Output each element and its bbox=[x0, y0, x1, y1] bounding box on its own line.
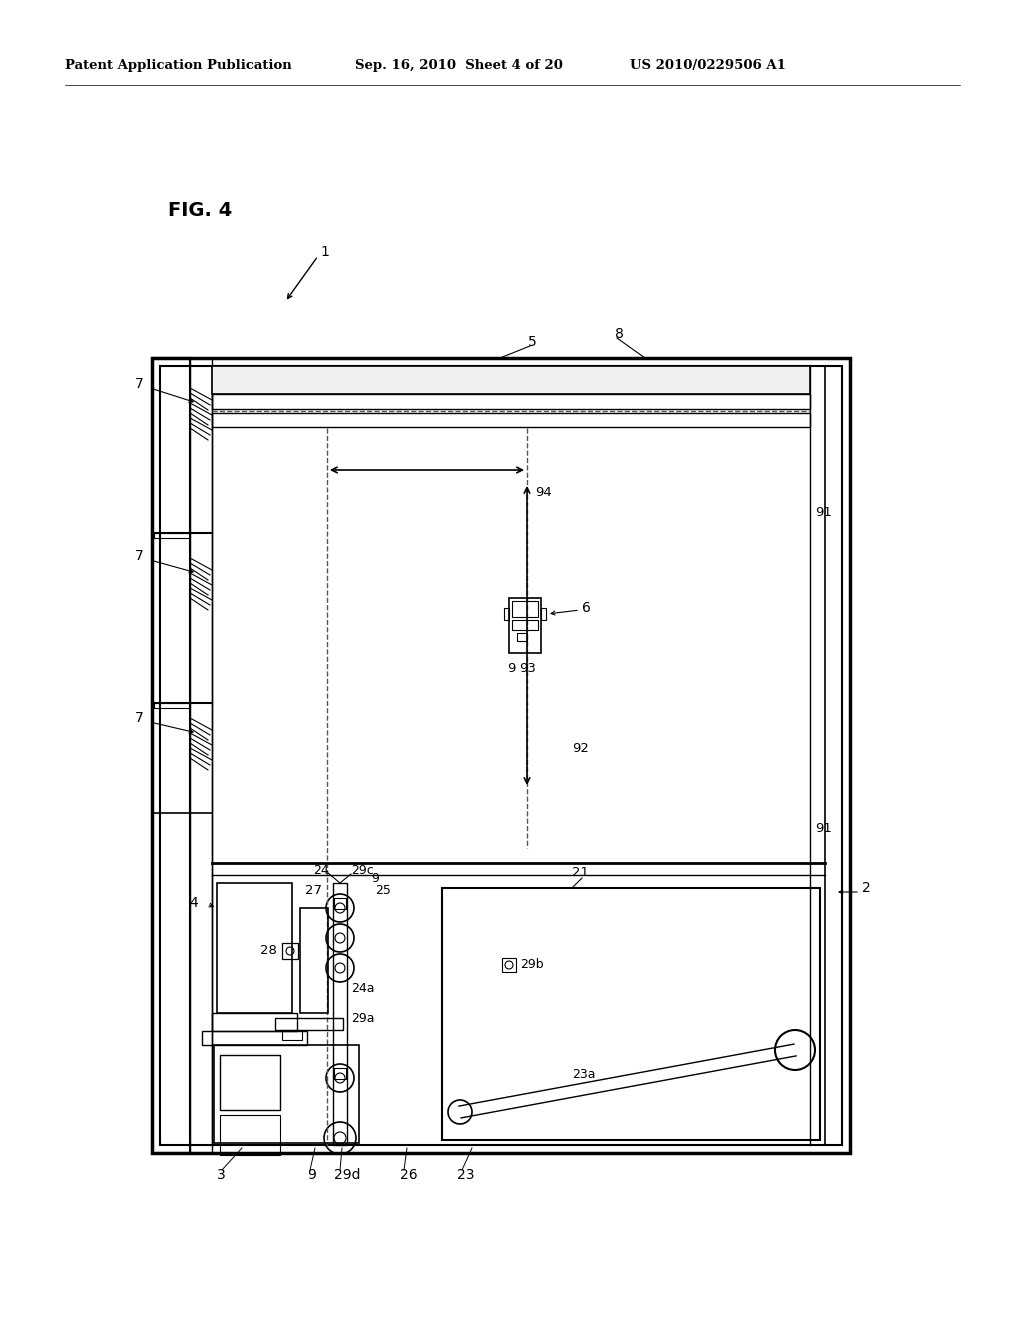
Text: 9: 9 bbox=[371, 871, 379, 884]
Bar bbox=[212, 413, 810, 426]
Bar bbox=[512, 601, 538, 616]
Text: 28: 28 bbox=[260, 945, 276, 957]
Text: Sep. 16, 2010  Sheet 4 of 20: Sep. 16, 2010 Sheet 4 of 20 bbox=[355, 58, 563, 71]
Bar bbox=[502, 958, 516, 972]
Bar bbox=[217, 883, 292, 1012]
Bar bbox=[212, 393, 810, 409]
Bar bbox=[154, 533, 190, 539]
Bar bbox=[541, 609, 546, 620]
Bar bbox=[160, 366, 842, 1144]
Text: 25: 25 bbox=[375, 884, 391, 898]
Bar bbox=[504, 609, 509, 620]
Bar bbox=[152, 358, 190, 1152]
Bar bbox=[214, 1045, 359, 1143]
Text: 2: 2 bbox=[862, 880, 870, 895]
Bar bbox=[190, 358, 212, 1152]
Text: 1: 1 bbox=[319, 246, 329, 259]
Bar bbox=[212, 1012, 297, 1031]
Bar bbox=[334, 898, 346, 909]
Text: 9: 9 bbox=[507, 661, 515, 675]
Bar bbox=[275, 1018, 343, 1030]
Text: FIG. 4: FIG. 4 bbox=[168, 201, 232, 219]
Bar bbox=[282, 942, 298, 960]
Text: 29d: 29d bbox=[334, 1168, 360, 1181]
Text: 21: 21 bbox=[572, 866, 589, 879]
Text: Patent Application Publication: Patent Application Publication bbox=[65, 58, 292, 71]
Bar bbox=[509, 598, 541, 653]
Text: 91: 91 bbox=[815, 821, 831, 834]
Text: 29a: 29a bbox=[351, 1011, 375, 1024]
Bar bbox=[202, 1031, 307, 1045]
Text: 9: 9 bbox=[307, 1168, 315, 1181]
Text: 23: 23 bbox=[457, 1168, 474, 1181]
Text: 7: 7 bbox=[135, 711, 143, 725]
Bar bbox=[212, 366, 810, 393]
Text: 92: 92 bbox=[572, 742, 589, 755]
Bar bbox=[154, 704, 190, 708]
Bar bbox=[333, 883, 347, 1144]
Text: 8: 8 bbox=[615, 327, 624, 341]
Bar bbox=[300, 908, 328, 1012]
Text: 29b: 29b bbox=[520, 958, 544, 972]
Text: 24a: 24a bbox=[351, 982, 375, 994]
Text: 27: 27 bbox=[305, 884, 322, 898]
Bar bbox=[517, 634, 527, 642]
Text: 7: 7 bbox=[135, 378, 143, 391]
Text: 4: 4 bbox=[189, 896, 198, 909]
Bar bbox=[152, 358, 850, 1152]
Text: 5: 5 bbox=[528, 335, 537, 348]
Bar bbox=[512, 620, 538, 630]
Text: 6: 6 bbox=[582, 601, 591, 615]
Text: 91: 91 bbox=[815, 507, 831, 520]
Text: US 2010/0229506 A1: US 2010/0229506 A1 bbox=[630, 58, 785, 71]
Bar bbox=[220, 1055, 280, 1110]
Bar bbox=[282, 1030, 302, 1040]
Text: 24: 24 bbox=[313, 863, 329, 876]
Bar bbox=[442, 888, 820, 1140]
Text: 94: 94 bbox=[535, 487, 552, 499]
Text: 26: 26 bbox=[400, 1168, 418, 1181]
Bar bbox=[334, 1068, 346, 1078]
Text: 23a: 23a bbox=[572, 1068, 596, 1081]
Text: 7: 7 bbox=[135, 549, 143, 564]
Text: 29c: 29c bbox=[351, 863, 374, 876]
Text: 93: 93 bbox=[519, 661, 536, 675]
Text: 3: 3 bbox=[217, 1168, 225, 1181]
Bar bbox=[220, 1115, 280, 1155]
